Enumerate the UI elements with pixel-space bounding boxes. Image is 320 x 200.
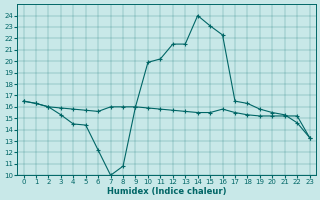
X-axis label: Humidex (Indice chaleur): Humidex (Indice chaleur) — [107, 187, 226, 196]
